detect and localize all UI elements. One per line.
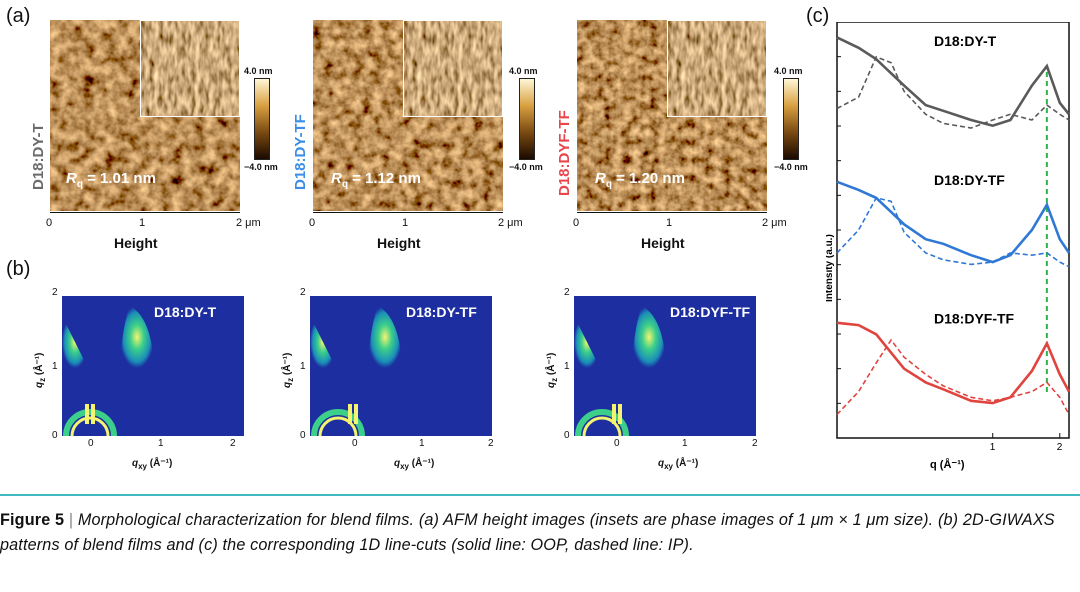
- colorbar: [519, 78, 535, 160]
- oop-line-d18-dyf-tf: [836, 321, 1070, 405]
- giwaxs-intensity-map: [574, 306, 666, 436]
- y-tick: 1: [52, 361, 58, 372]
- sample-label-dy-t: D18:DY-T: [30, 123, 47, 190]
- line-cut-chart: 1 2 D18:DY-T D18:DY-TF D18:DYF-TF Intensity…: [826, 22, 1070, 471]
- x-tick: 2 μm: [762, 217, 787, 229]
- ip-line-d18-dy-tf: [836, 196, 1070, 268]
- qz-axis-label: qz (Å⁻¹): [546, 352, 559, 388]
- figure-caption: Figure 5 | Morphological characterizatio…: [0, 508, 1076, 558]
- x-tick-label: 2: [1057, 442, 1063, 453]
- x-tick: 2: [230, 438, 236, 449]
- ip-line-d18-dy-t: [836, 55, 1070, 129]
- colorbar-max: 4.0 nm: [509, 66, 538, 76]
- x-axis-label: Height: [377, 235, 421, 251]
- figure-number: Figure 5: [0, 511, 65, 529]
- colorbar-min: −4.0 nm: [774, 162, 808, 172]
- x-tick: 1: [139, 217, 146, 229]
- afm-image-dy-t: Rq = 1.01 nm: [50, 20, 240, 211]
- y-tick: 2: [300, 287, 306, 298]
- y-tick: 0: [564, 430, 570, 441]
- y-tick: 0: [52, 430, 58, 441]
- x-tick: 1: [402, 217, 409, 229]
- x-tick: 1: [419, 438, 425, 449]
- qz-axis-label: qz (Å⁻¹): [282, 352, 295, 388]
- qxy-axis-label: qxy (Å⁻¹): [394, 458, 435, 471]
- phase-inset: [403, 20, 503, 117]
- giwaxs-title: D18:DYF-TF: [670, 304, 751, 320]
- x-tick-label: 1: [990, 442, 996, 453]
- x-tick: 0: [88, 438, 94, 449]
- ip-line-d18-dyf-tf: [836, 338, 1070, 416]
- colorbar-max: 4.0 nm: [774, 66, 803, 76]
- x-axis: [50, 212, 240, 213]
- x-tick: 0: [309, 217, 316, 229]
- x-tick: 2: [752, 438, 758, 449]
- x-tick: 0: [46, 217, 53, 229]
- panel-label-a: (a): [6, 5, 31, 27]
- x-axis: [313, 212, 503, 213]
- giwaxs-pattern-dy-tf: D18:DY-TF: [310, 296, 492, 436]
- x-tick: 0: [614, 438, 620, 449]
- colorbar-min: −4.0 nm: [244, 162, 278, 172]
- y-tick: 0: [300, 430, 306, 441]
- series-label: D18:DY-T: [934, 33, 997, 49]
- x-axis-label: Height: [641, 235, 685, 251]
- giwaxs-title: D18:DY-T: [154, 304, 217, 320]
- afm-image-dy-tf: Rq = 1.12 nm: [313, 20, 503, 211]
- qxy-axis-label: qxy (Å⁻¹): [658, 458, 699, 471]
- colorbar-min: −4.0 nm: [509, 162, 543, 172]
- giwaxs-title: D18:DY-TF: [406, 304, 477, 320]
- y-tick: 2: [564, 287, 570, 298]
- y-axis-label: Intensity (a.u.): [826, 234, 835, 302]
- y-tick: 1: [300, 361, 306, 372]
- colorbar: [254, 78, 270, 160]
- giwaxs-pattern-dy-t: D18:DY-T: [62, 296, 244, 436]
- caption-rule: [0, 494, 1080, 496]
- oop-line-d18-dy-tf: [836, 180, 1070, 264]
- x-tick: 0: [573, 217, 580, 229]
- series-label: D18:DYF-TF: [934, 310, 1015, 326]
- caption-divider: |: [64, 511, 78, 529]
- rq-value: Rq = 1.12 nm: [331, 170, 421, 190]
- x-tick: 2 μm: [236, 217, 261, 229]
- giwaxs-intensity-map: [62, 306, 154, 436]
- series-label: D18:DY-TF: [934, 172, 1005, 188]
- qxy-axis-label: qxy (Å⁻¹): [132, 458, 173, 471]
- giwaxs-pattern-dyf-tf: D18:DYF-TF: [574, 296, 756, 436]
- x-tick: 1: [158, 438, 164, 449]
- colorbar-max: 4.0 nm: [244, 66, 273, 76]
- sample-label-dy-tf: D18:DY-TF: [292, 114, 309, 190]
- afm-image-dyf-tf: Rq = 1.20 nm: [577, 20, 767, 211]
- giwaxs-intensity-map: [310, 306, 402, 436]
- x-axis-label: q (Å⁻¹): [930, 458, 965, 471]
- x-tick: 0: [352, 438, 358, 449]
- rq-value: Rq = 1.20 nm: [595, 170, 685, 190]
- phase-inset: [667, 20, 767, 117]
- y-tick: 1: [564, 361, 570, 372]
- rq-value: Rq = 1.01 nm: [66, 170, 156, 190]
- x-tick: 1: [682, 438, 688, 449]
- oop-line-d18-dy-t: [836, 36, 1070, 128]
- colorbar: [783, 78, 799, 160]
- x-tick: 2 μm: [498, 217, 523, 229]
- qz-axis-label: qz (Å⁻¹): [34, 352, 47, 388]
- sample-label-dyf-tf: D18:DYF-TF: [556, 110, 573, 196]
- x-tick: 2: [488, 438, 494, 449]
- panel-label-c: (c): [806, 5, 830, 27]
- x-axis: [577, 212, 767, 213]
- x-axis-label: Height: [114, 235, 158, 251]
- y-tick: 2: [52, 287, 58, 298]
- panel-label-b: (b): [6, 258, 31, 280]
- phase-inset: [140, 20, 240, 117]
- caption-text: Morphological characterization for blend…: [0, 511, 1055, 554]
- x-tick: 1: [666, 217, 673, 229]
